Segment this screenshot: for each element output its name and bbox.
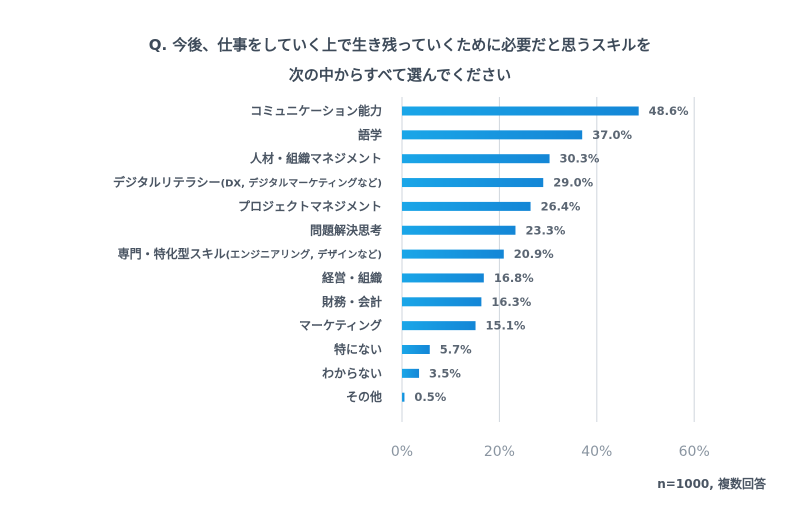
value-label: 48.6% — [649, 104, 689, 118]
category-label: 特にない — [334, 342, 382, 357]
bar — [402, 225, 516, 235]
bar — [402, 178, 544, 188]
category-label: 財務・会計 — [321, 294, 382, 309]
bar — [402, 345, 430, 354]
category-label: 問題解決思考 — [310, 222, 382, 237]
bar — [402, 321, 476, 331]
chart-title-line-2: 次の中からすべて選んでください — [288, 66, 512, 84]
category-label: その他 — [346, 389, 382, 404]
category-label: 専門・特化型スキル(エンジニアリング, デザインなど) — [118, 246, 382, 261]
sample-note: n=1000, 複数回答 — [657, 477, 766, 491]
x-tick-label: 40% — [581, 444, 612, 460]
x-tick-label: 60% — [679, 444, 710, 460]
bar — [402, 392, 405, 402]
value-label: 16.8% — [494, 271, 534, 285]
category-label: デジタルリテラシー(DX, デジタルマーケティングなど) — [113, 175, 382, 190]
bar — [402, 154, 550, 164]
value-label: 29.0% — [553, 176, 593, 190]
category-label: コミュニケーション能力 — [250, 103, 382, 118]
value-label: 5.7% — [440, 343, 472, 357]
value-label: 30.3% — [560, 152, 600, 166]
value-label: 20.9% — [514, 247, 554, 261]
bar — [402, 130, 583, 140]
value-label: 0.5% — [414, 390, 446, 404]
bar — [402, 106, 639, 116]
chart-title-line-1: Q. 今後、仕事をしていく上で生き残っていくために必要だと思うスキルを — [148, 36, 652, 54]
chart-title: Q. 今後、仕事をしていく上で生き残っていくために必要だと思うスキルを 次の中か… — [0, 30, 800, 90]
category-label: 人材・組織マネジメント — [250, 151, 382, 166]
category-label: わからない — [322, 366, 382, 380]
category-label: 語学 — [358, 127, 382, 142]
value-label: 26.4% — [541, 199, 581, 213]
bar — [402, 368, 420, 378]
value-label: 16.3% — [491, 295, 531, 309]
x-tick-label: 0% — [391, 444, 413, 460]
bar — [402, 273, 484, 283]
bar — [402, 201, 531, 211]
x-tick-label: 20% — [484, 444, 515, 460]
category-label: マーケティング — [299, 318, 382, 333]
value-label: 15.1% — [486, 319, 526, 333]
value-label: 3.5% — [429, 366, 461, 380]
value-label: 37.0% — [592, 128, 632, 142]
category-label: 経営・組織 — [322, 270, 382, 285]
value-label: 23.3% — [525, 223, 565, 237]
bar — [402, 297, 482, 307]
bar — [402, 249, 504, 259]
category-label: プロジェクトマネジメント — [238, 198, 382, 213]
